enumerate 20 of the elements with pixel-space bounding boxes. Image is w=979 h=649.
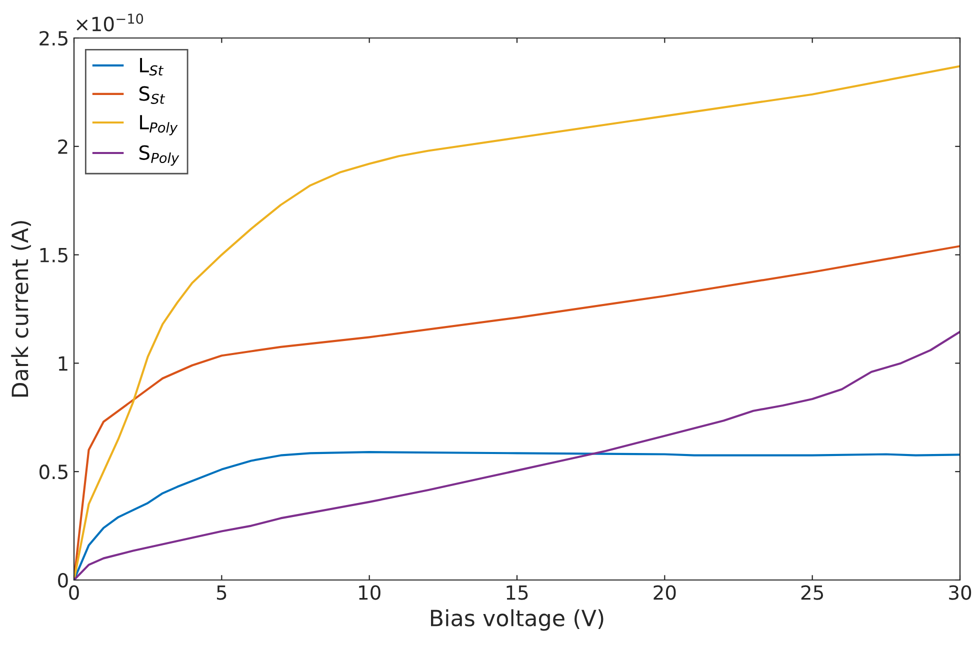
legend-label: L$_{Poly}$ [140, 115, 178, 136]
legend-label: L$_{St}$ [140, 58, 164, 76]
x-tick-label: 15 [506, 585, 528, 600]
y-tick-label: 2.5 [40, 30, 68, 46]
y-tick-label: 0 [58, 572, 68, 588]
x-tick-label: 0 [69, 585, 79, 600]
legend-label: S$_{St}$ [139, 86, 166, 104]
x-tick-label: 30 [949, 585, 972, 600]
x-tick-label: 25 [801, 585, 824, 600]
y-tick-label: 0.5 [40, 464, 68, 480]
x-tick-label: 10 [359, 585, 380, 600]
x-tick-label: 20 [654, 585, 676, 600]
y-tick-label: 1.5 [40, 248, 68, 262]
legend-label: S$_{Poly}$ [139, 145, 180, 166]
y-tick-label: 1 [58, 356, 68, 371]
text: ×10$^{−10}$ [76, 14, 144, 32]
x-tick-label: 5 [216, 585, 226, 600]
x-axis-title: Bias voltage (V) [431, 609, 604, 631]
y-tick-label: 2 [58, 139, 68, 154]
y-axis-title: Dark current (A) [11, 221, 31, 397]
